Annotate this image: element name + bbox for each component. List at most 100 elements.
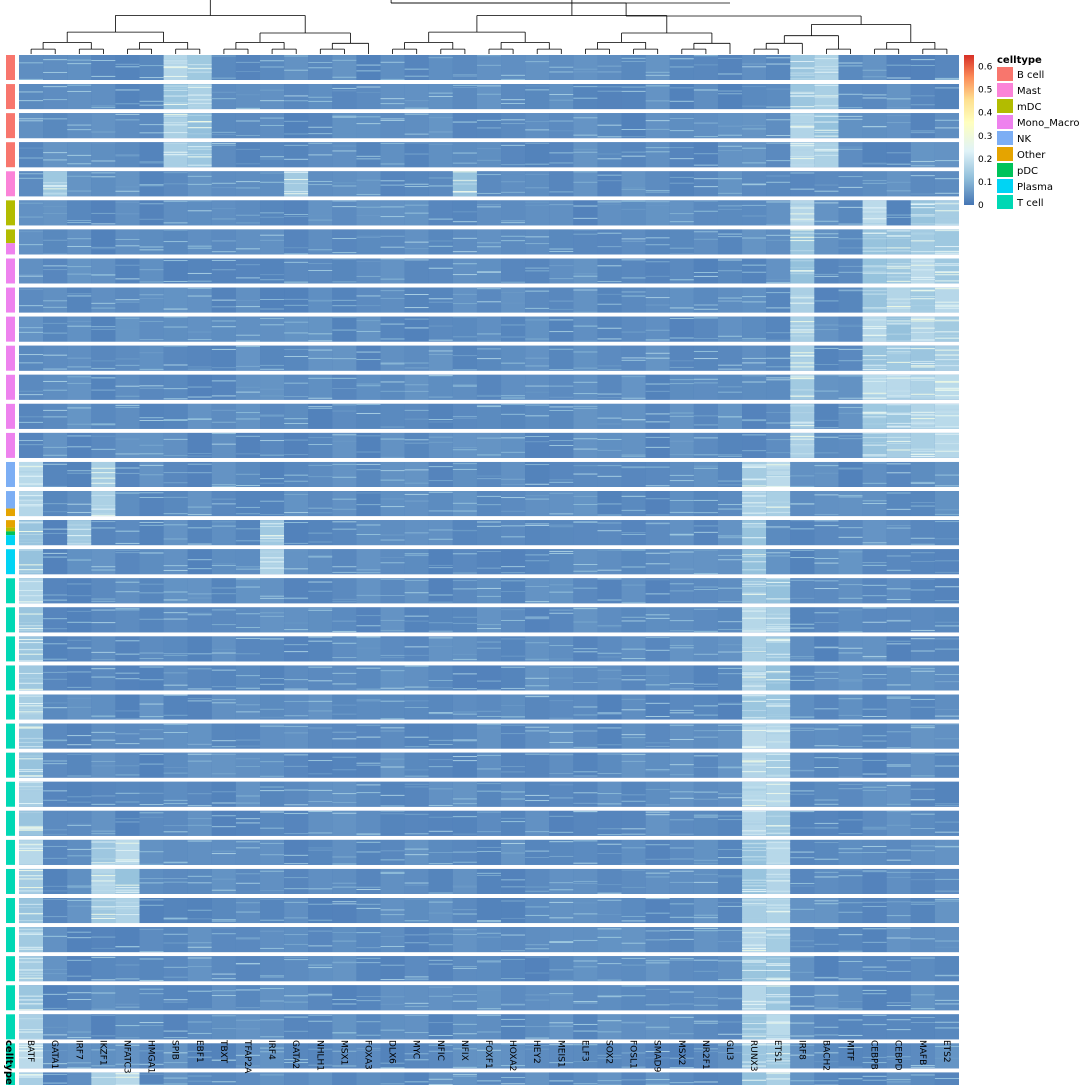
heatmap-cell — [91, 287, 116, 313]
heatmap-streak — [621, 734, 646, 736]
heatmap-streak — [67, 824, 92, 826]
heatmap-cell — [43, 956, 68, 982]
heatmap-cell — [428, 927, 453, 953]
heatmap-streak — [742, 830, 767, 832]
heatmap-streak — [211, 432, 236, 434]
heatmap-cell — [621, 752, 646, 778]
heatmap-streak — [838, 494, 863, 496]
heatmap-streak — [645, 466, 670, 468]
heatmap-cell — [549, 549, 574, 575]
heatmap-streak — [19, 173, 44, 175]
heatmap-cell — [235, 723, 261, 749]
heatmap-streak — [862, 500, 887, 502]
heatmap-streak — [886, 443, 911, 445]
heatmap-streak — [693, 437, 718, 439]
heatmap-cell — [838, 491, 863, 517]
heatmap-streak — [332, 281, 357, 283]
heatmap-streak — [187, 452, 212, 454]
heatmap-cell — [597, 461, 622, 487]
heatmap-streak — [404, 775, 429, 777]
heatmap-streak — [452, 886, 477, 888]
heatmap-cell — [452, 927, 477, 953]
heatmap-streak — [115, 765, 140, 767]
heatmap-streak — [115, 909, 140, 911]
heatmap-streak — [19, 621, 44, 623]
heatmap-streak — [814, 557, 839, 559]
heatmap-streak — [790, 421, 815, 423]
heatmap-streak — [886, 377, 911, 379]
heatmap-streak — [43, 1026, 68, 1028]
heatmap-streak — [211, 990, 236, 992]
heatmap-cell — [380, 84, 405, 110]
heatmap-streak — [19, 505, 44, 507]
heatmap-streak — [645, 876, 670, 878]
heatmap-cell — [284, 142, 309, 168]
heatmap-streak — [645, 770, 670, 772]
heatmap-streak — [115, 154, 140, 156]
heatmap-streak — [308, 888, 333, 890]
heatmap-streak — [549, 773, 574, 775]
heatmap-streak — [886, 152, 911, 154]
heatmap-streak — [766, 800, 791, 802]
heatmap-streak — [187, 85, 212, 87]
heatmap-streak — [260, 216, 285, 218]
heatmap-cell — [476, 927, 502, 953]
heatmap-streak — [669, 182, 694, 184]
heatmap-streak — [838, 271, 863, 273]
heatmap-streak — [91, 874, 116, 876]
heatmap-streak — [452, 851, 477, 853]
heatmap-cell — [766, 985, 791, 1011]
heatmap-streak — [525, 498, 550, 500]
heatmap-cell — [934, 868, 959, 894]
heatmap-streak — [211, 326, 236, 328]
heatmap-streak — [308, 133, 333, 135]
heatmap-streak — [766, 1063, 791, 1065]
heatmap-streak — [19, 569, 44, 571]
heatmap-streak — [766, 1073, 791, 1075]
heatmap-streak — [163, 115, 188, 117]
heatmap-streak — [452, 237, 477, 239]
heatmap-streak — [742, 1015, 767, 1017]
heatmap-streak — [91, 527, 116, 529]
heatmap-cell — [115, 258, 140, 284]
heatmap-streak — [139, 185, 164, 187]
heatmap-cell — [163, 1043, 188, 1069]
heatmap-streak — [573, 217, 598, 219]
column-label: MSX1 — [338, 1040, 348, 1065]
heatmap-cell — [211, 1014, 236, 1040]
heatmap-streak — [814, 300, 839, 302]
heatmap-streak — [597, 158, 622, 160]
heatmap-streak — [766, 279, 791, 281]
heatmap-streak — [717, 724, 743, 726]
heatmap-streak — [139, 552, 164, 554]
heatmap-streak — [163, 59, 188, 61]
heatmap-cell — [260, 839, 285, 865]
heatmap-streak — [380, 103, 405, 105]
heatmap-streak — [380, 687, 405, 689]
heatmap-streak — [211, 773, 236, 775]
heatmap-streak — [766, 514, 791, 516]
heatmap-cell — [187, 316, 212, 342]
heatmap-streak — [235, 1019, 261, 1021]
heatmap-streak — [838, 186, 863, 188]
heatmap-streak — [260, 274, 285, 276]
heatmap-streak — [476, 119, 502, 121]
heatmap-streak — [910, 502, 935, 504]
heatmap-cell — [260, 694, 285, 720]
heatmap-cell — [476, 636, 502, 662]
heatmap-cell — [742, 781, 767, 807]
heatmap-streak — [766, 733, 791, 735]
heatmap-cell — [766, 229, 791, 255]
heatmap-streak — [766, 357, 791, 359]
heatmap-streak — [525, 391, 550, 393]
heatmap-streak — [717, 554, 743, 556]
heatmap-streak — [597, 979, 622, 981]
heatmap-cell — [163, 752, 188, 778]
heatmap-streak — [717, 559, 743, 561]
heatmap-streak — [862, 238, 887, 240]
heatmap-streak — [693, 424, 718, 426]
column-label: HOXA2 — [507, 1040, 517, 1071]
heatmap-streak — [380, 656, 405, 658]
heatmap-cell — [115, 665, 140, 691]
heatmap-streak — [766, 774, 791, 776]
